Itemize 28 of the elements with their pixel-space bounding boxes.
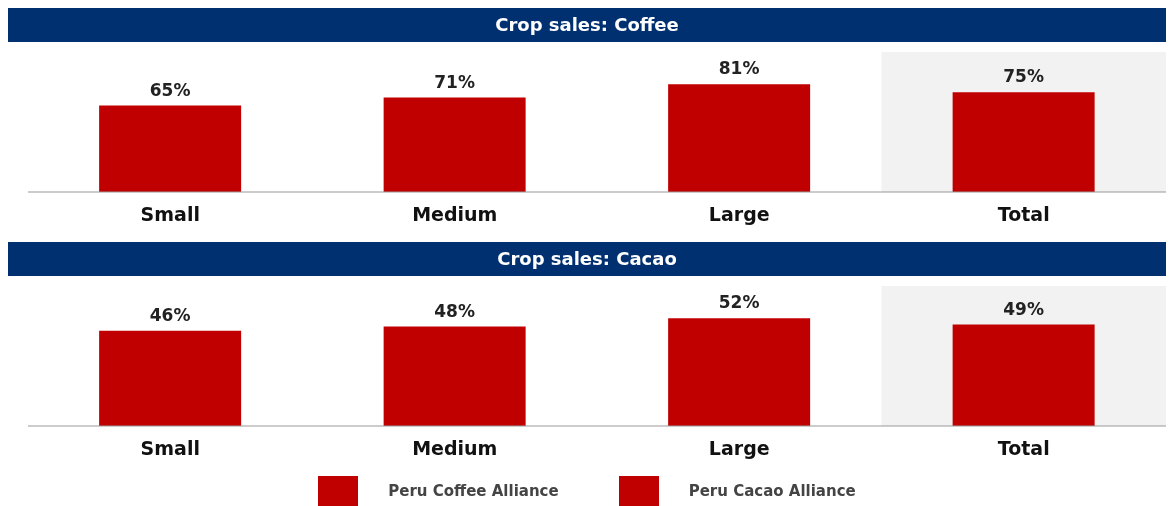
x-tick-label: Medium bbox=[412, 437, 498, 460]
data-label: 52% bbox=[718, 292, 760, 313]
text: Peru Cacao Alliance bbox=[688, 482, 856, 500]
data-label: 81% bbox=[718, 58, 760, 79]
bar bbox=[952, 324, 1095, 426]
x-tick-label: Medium bbox=[412, 203, 498, 226]
data-label: 65% bbox=[149, 79, 191, 100]
x-tick-label: Total bbox=[997, 203, 1050, 226]
data-label: 49% bbox=[1003, 298, 1044, 319]
chart-title: Crop sales: Cacao bbox=[8, 242, 1166, 276]
data-label: 71% bbox=[434, 71, 475, 92]
x-tick-label: Small bbox=[140, 437, 200, 460]
bar bbox=[99, 105, 242, 192]
data-label: 75% bbox=[1003, 66, 1044, 87]
bar bbox=[99, 330, 242, 426]
data-label: 48% bbox=[434, 300, 475, 321]
legend-label: Peru Coffee Alliance bbox=[388, 482, 559, 500]
x-tick-label: Large bbox=[708, 437, 770, 460]
bar bbox=[668, 318, 811, 426]
bar bbox=[668, 84, 811, 192]
bar bbox=[952, 92, 1095, 192]
x-tick-label: Large bbox=[708, 203, 770, 226]
bar bbox=[383, 97, 526, 192]
x-tick-label: Total bbox=[997, 437, 1050, 460]
chart-title: Crop sales: Coffee bbox=[8, 8, 1166, 42]
bar bbox=[383, 326, 526, 426]
x-tick-label: Small bbox=[140, 203, 200, 226]
data-label: 46% bbox=[149, 304, 191, 325]
